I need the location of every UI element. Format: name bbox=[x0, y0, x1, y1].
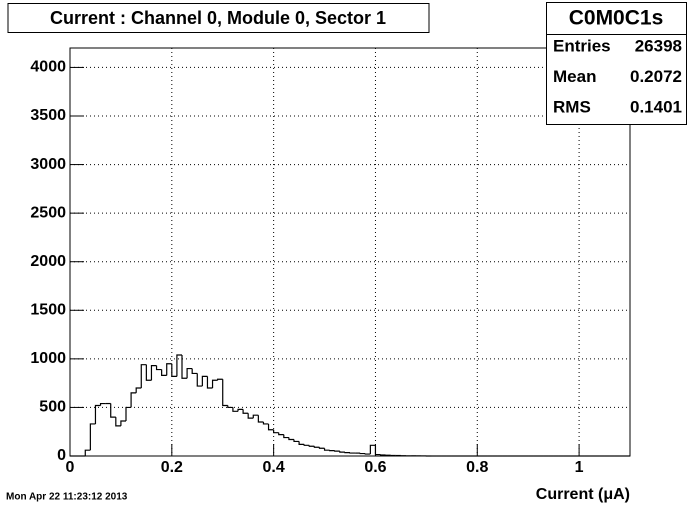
y-tick-label: 3000 bbox=[30, 156, 66, 173]
histogram-bin bbox=[267, 423, 274, 431]
x-tick-label: 1 bbox=[575, 459, 584, 476]
histogram-bin bbox=[140, 364, 147, 388]
histogram-bin bbox=[237, 408, 244, 412]
histogram-bin bbox=[161, 369, 167, 376]
x-axis-label: Current (μA) bbox=[536, 486, 630, 503]
stats-box: C0M0C1s Entries 26398 Mean 0.2072 RMS 0.1401 bbox=[546, 2, 687, 125]
histogram-bin bbox=[181, 354, 188, 379]
stats-label: Mean bbox=[553, 67, 596, 86]
histogram-bin bbox=[308, 445, 315, 447]
stats-value: 0.1401 bbox=[630, 97, 682, 116]
histogram-bin bbox=[278, 432, 284, 436]
histogram-bin bbox=[186, 367, 193, 379]
y-tick-label: 1000 bbox=[30, 350, 66, 367]
histogram-bin bbox=[94, 404, 101, 424]
y-tick-label: 500 bbox=[39, 399, 66, 416]
histogram-bin bbox=[288, 437, 294, 441]
y-tick-label: 2000 bbox=[30, 253, 66, 270]
y-tick-label: 0 bbox=[57, 447, 66, 464]
histogram-bin bbox=[110, 403, 116, 418]
histogram-bin bbox=[217, 378, 223, 381]
histogram-bin bbox=[206, 376, 213, 389]
histogram-bin bbox=[369, 444, 376, 455]
histogram-bin bbox=[99, 402, 106, 406]
histogram-bin bbox=[298, 441, 305, 445]
histogram-bin bbox=[115, 417, 121, 427]
stats-value: 26398 bbox=[635, 36, 682, 55]
x-tick-label: 0.8 bbox=[466, 459, 488, 476]
histogram-bin bbox=[303, 444, 310, 446]
y-tick-label: 1500 bbox=[30, 302, 66, 319]
stats-frame bbox=[546, 2, 687, 125]
histogram-bin bbox=[176, 354, 182, 377]
x-tick-label: 0.2 bbox=[161, 459, 183, 476]
histogram-bin bbox=[374, 445, 381, 456]
histogram-bin bbox=[318, 447, 325, 449]
y-tick-label: 3500 bbox=[30, 107, 66, 124]
histogram-bin bbox=[89, 423, 96, 451]
histogram-bin bbox=[247, 413, 254, 419]
stats-label: Entries bbox=[553, 36, 611, 55]
histogram-bin bbox=[120, 420, 126, 426]
histogram-bin bbox=[191, 368, 198, 375]
y-tick-label: 4000 bbox=[30, 59, 66, 76]
histogram-bin bbox=[313, 446, 320, 448]
histogram-bin bbox=[262, 422, 269, 425]
histogram-bin bbox=[232, 407, 238, 412]
x-tick-label: 0.6 bbox=[364, 459, 386, 476]
stats-title: C0M0C1s bbox=[569, 7, 664, 30]
y-tick-label: 2500 bbox=[30, 204, 66, 221]
timestamp: Mon Apr 22 11:23:12 2013 bbox=[6, 492, 128, 503]
histogram-bin bbox=[252, 414, 259, 419]
histogram-bin bbox=[201, 375, 208, 387]
chart-title: Current : Channel 0, Module 0, Sector 1 bbox=[50, 8, 386, 28]
histogram-bin bbox=[273, 429, 279, 434]
histogram-bin bbox=[222, 379, 228, 407]
histogram-bin bbox=[130, 392, 137, 408]
histogram-bin bbox=[150, 365, 157, 381]
stats-value: 0.2072 bbox=[630, 67, 682, 86]
histogram-bin bbox=[84, 449, 91, 456]
histogram-bin bbox=[227, 405, 233, 409]
histogram-bin bbox=[242, 409, 249, 414]
histogram-bin bbox=[257, 415, 264, 423]
histogram-bin bbox=[339, 451, 345, 453]
histogram-bin bbox=[196, 373, 203, 387]
x-tick-label: 0 bbox=[66, 459, 75, 476]
histogram-bin bbox=[166, 363, 172, 376]
histogram-bin bbox=[135, 387, 142, 393]
histogram-bin bbox=[283, 434, 289, 439]
histogram-bin bbox=[155, 365, 162, 371]
histogram-bin bbox=[293, 439, 300, 443]
histogram-bin bbox=[145, 364, 152, 381]
x-tick-label: 0.4 bbox=[263, 459, 285, 476]
histogram-bin bbox=[171, 363, 177, 377]
title-box bbox=[7, 3, 430, 33]
histogram-bin bbox=[125, 406, 132, 422]
stats-label: RMS bbox=[553, 97, 591, 116]
histogram-bin bbox=[211, 379, 218, 388]
histogram-bin bbox=[323, 448, 330, 451]
plot-frame bbox=[69, 47, 631, 457]
